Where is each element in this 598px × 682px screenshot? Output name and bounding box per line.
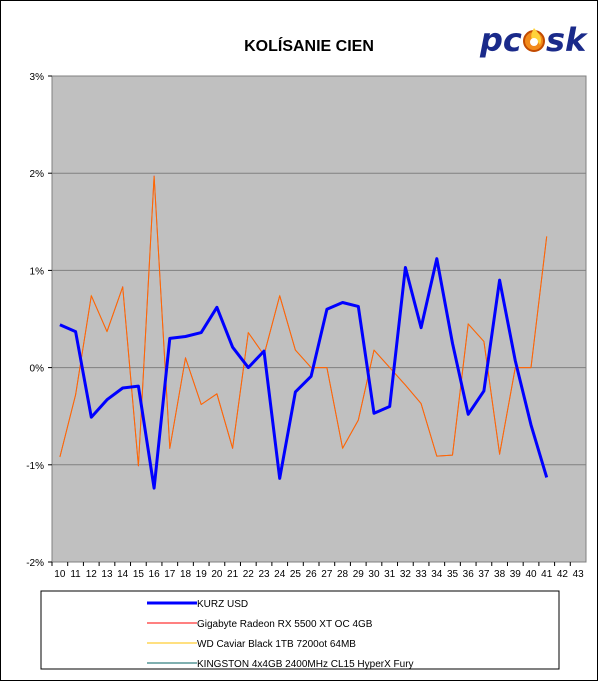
legend-label: KURZ USD [197,599,248,610]
y-tick-label: -1% [26,461,44,472]
x-tick-label: 41 [541,569,553,580]
x-tick-label: 33 [416,569,428,580]
x-tick-label: 31 [384,569,396,580]
series-line-overlay [59,176,548,466]
flame-o-icon [523,28,545,52]
x-tick-label: 37 [478,569,490,580]
x-tick-label: 17 [164,569,176,580]
x-tick-label: 23 [258,569,270,580]
legend-label: Gigabyte Radeon RX 5500 XT OC 4GB [197,619,373,630]
x-tick-label: 18 [180,569,192,580]
x-tick-label: 28 [337,569,349,580]
x-tick-label: 43 [573,569,585,580]
legend: KURZ USD Gigabyte Radeon RX 5500 XT OC 4G… [147,599,414,670]
y-tick-label: 1% [30,266,45,277]
x-tick-label: 20 [211,569,223,580]
x-tick-label: 32 [400,569,412,580]
legend-label: WD Caviar Black 1TB 7200ot 64MB [197,639,356,650]
x-tick-label: 10 [54,569,66,580]
y-tick-label: 3% [30,72,45,83]
legend-label: KINGSTON 4x4GB 2400MHz CL15 HyperX Fury [197,659,414,670]
x-tick-label: 12 [86,569,98,580]
x-tick-label: 38 [494,569,506,580]
x-tick-label: 21 [227,569,239,580]
x-tick-label: 15 [133,569,145,580]
x-tick-label: 24 [274,569,286,580]
x-tick-label: 27 [321,569,333,580]
legend-box [40,590,560,670]
y-tick-label: -2% [26,558,44,569]
x-tick-label: 40 [525,569,537,580]
x-tick-label: 26 [306,569,318,580]
x-tick-label: 25 [290,569,302,580]
y-tick-label: 0% [30,364,45,375]
logo-text-pc: pc [479,21,522,59]
pcsk-logo: pc sk [479,21,588,59]
x-tick-label: 19 [196,569,208,580]
x-tick-label: 42 [557,569,569,580]
x-tick-label: 30 [368,569,380,580]
chart-title: KOLÍSANIE CIEN [244,36,374,55]
x-tick-label: 39 [510,569,522,580]
series-line-0 [59,257,549,490]
x-tick-label: 29 [353,569,365,580]
x-tick-label: 16 [149,569,161,580]
series-lines [59,175,549,490]
x-tick-label: 13 [101,569,113,580]
y-axis: -2% -1% 0% 1% 2% 3% [26,72,52,569]
x-tick-label: 36 [463,569,475,580]
x-tick-label: 14 [117,569,129,580]
plot-area [51,75,587,563]
y-tick-label: 2% [30,169,45,180]
x-tick-label: 22 [243,569,255,580]
x-axis: 10 11 12 13 14 15 16 17 18 19 20 21 22 23 24 25 26 27 28 29… [51,562,585,580]
x-tick-label: 34 [431,569,443,580]
logo-text-sk: sk [546,21,588,59]
x-tick-label: 11 [70,569,81,580]
x-tick-label: 35 [447,569,459,580]
